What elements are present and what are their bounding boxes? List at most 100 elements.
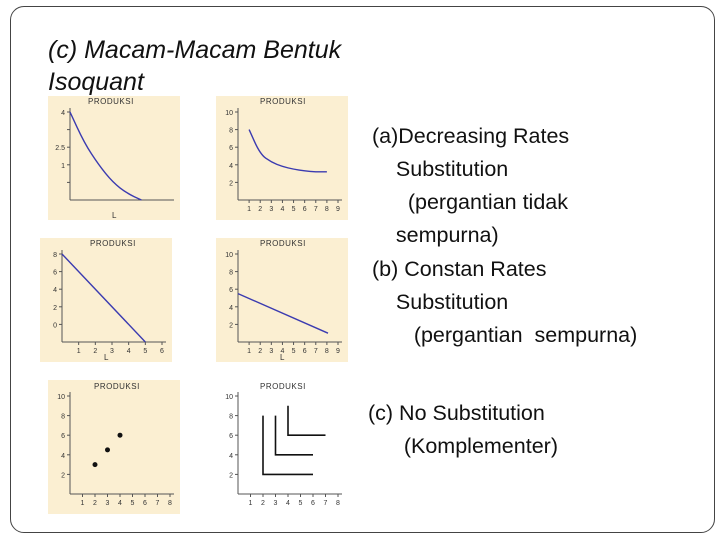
y-tick-label: 8 [229, 414, 233, 421]
chart-panel-constant: 1 2 3 4 5 6 8 6 4 2 0 L PRODUKSI [40, 238, 172, 362]
x-tick-label: 7 [156, 500, 160, 507]
x-tick-label: 1 [249, 500, 253, 507]
y-tick-label: 8 [229, 270, 233, 277]
description-b: (b) Constan Rates Substitution (perganti… [372, 253, 637, 352]
x-tick-label: 2 [258, 348, 262, 355]
y-tick-label: 10 [225, 110, 233, 117]
desc-b-line: (b) Constan Rates [372, 257, 547, 281]
x-tick-label: 1 [247, 348, 251, 355]
desc-a-line: (a)Decreasing Rates [372, 124, 570, 148]
x-tick-label: 5 [299, 500, 303, 507]
y-tick-label: 2 [229, 180, 233, 187]
isoquant-chart: 1 2 3 4 5 6 7 8 10 8 6 4 2 [225, 392, 342, 507]
x-tick-label: 6 [160, 348, 164, 355]
x-tick-label: 8 [336, 500, 340, 507]
x-tick-label: 8 [325, 348, 329, 355]
chart-panel-constant-2: 1 2 3 4 5 6 7 8 9 10 8 6 4 2 L PRODUKSI [216, 238, 348, 362]
chart-panel-complement: 1 2 3 4 5 6 7 8 10 8 6 4 2 PRODUKSI [216, 380, 348, 514]
y-tick-label: 0 [53, 322, 57, 329]
x-axis-label: L [280, 353, 285, 362]
chart-panel-decreasing-2: 1 2 3 4 5 6 7 8 9 10 8 6 4 2 PRODUKSI [216, 96, 348, 220]
y-tick-label: 1 [61, 163, 65, 170]
y-tick-label: 2 [61, 472, 65, 479]
data-point [105, 447, 110, 453]
y-tick-label: 10 [57, 394, 65, 401]
isoquant-line [248, 129, 327, 173]
y-tick-label: 4 [229, 305, 233, 312]
isoquant-line [274, 415, 313, 456]
x-tick-label: 5 [143, 348, 147, 355]
data-point [92, 462, 98, 468]
isoquant-chart: 4 2.5 1 L [55, 108, 174, 220]
desc-a-line: Substitution [372, 157, 509, 181]
y-tick-label: 6 [229, 287, 233, 294]
x-tick-label: 3 [269, 348, 273, 355]
y-tick-label: 4 [53, 287, 57, 294]
y-tick-label: 4 [229, 453, 233, 460]
x-tick-label: 6 [311, 500, 315, 507]
x-tick-label: 1 [81, 500, 85, 507]
chart-panel-points: 1 2 3 4 5 6 7 8 10 8 6 4 2 PRODUKSI [48, 380, 180, 514]
x-tick-label: 2 [93, 500, 97, 507]
x-tick-label: 6 [303, 206, 307, 213]
panel-label: PRODUKSI [260, 97, 306, 106]
x-tick-label: 5 [292, 348, 296, 355]
x-tick-label: 9 [336, 206, 340, 213]
x-tick-label: 3 [274, 500, 278, 507]
x-tick-label: 2 [261, 500, 265, 507]
x-tick-label: 8 [325, 206, 329, 213]
x-tick-label: 5 [131, 500, 135, 507]
panel-label: PRODUKSI [260, 239, 306, 248]
x-tick-label: 4 [118, 500, 122, 507]
isoquant-line [287, 405, 326, 436]
isoquant-line [69, 111, 142, 201]
panel-label: PRODUKSI [88, 97, 134, 106]
desc-c-line: (Komplementer) [368, 434, 558, 458]
x-tick-label: 8 [168, 500, 172, 507]
y-tick-label: 6 [229, 145, 233, 152]
x-tick-label: 6 [143, 500, 147, 507]
isoquant-line [262, 415, 313, 476]
y-tick-label: 2 [229, 322, 233, 329]
isoquant-line [237, 292, 329, 334]
x-tick-label: 2 [258, 206, 262, 213]
y-tick-label: 2 [53, 305, 57, 312]
desc-b-line: Substitution [372, 290, 509, 314]
x-tick-label: 3 [110, 348, 114, 355]
y-tick-label: 6 [53, 270, 57, 277]
description-c: (c) No Substitution (Komplementer) [368, 397, 558, 463]
y-tick-label: 10 [225, 394, 233, 401]
x-tick-label: 9 [336, 348, 340, 355]
x-tick-label: 4 [280, 348, 284, 355]
y-tick-label: 10 [225, 252, 233, 259]
x-tick-label: 1 [247, 206, 251, 213]
panel-label: PRODUKSI [94, 382, 140, 391]
x-tick-label: 4 [280, 206, 284, 213]
x-tick-label: 7 [314, 348, 318, 355]
y-tick-label: 2 [229, 472, 233, 479]
x-tick-label: 3 [269, 206, 273, 213]
x-axis-label: L [112, 211, 117, 220]
panel-label: PRODUKSI [90, 239, 136, 248]
desc-c-line: (c) No Substitution [368, 401, 545, 425]
y-tick-label: 6 [61, 433, 65, 440]
slide-title: (c) Macam-Macam Bentuk Isoquant [48, 36, 342, 96]
desc-a-line: sempurna) [372, 223, 499, 247]
desc-a-line: (pergantian tidak [372, 190, 568, 214]
y-tick-label: 6 [229, 433, 233, 440]
x-tick-label: 6 [303, 348, 307, 355]
y-tick-label: 8 [53, 252, 57, 259]
data-point [117, 432, 123, 438]
x-tick-label: 5 [292, 206, 296, 213]
y-tick-label: 4 [61, 453, 65, 460]
x-tick-label: 2 [93, 348, 97, 355]
x-tick-label: 4 [286, 500, 290, 507]
x-tick-label: 1 [77, 348, 81, 355]
isoquant-line [61, 253, 146, 343]
y-tick-label: 4 [61, 110, 65, 117]
x-axis-label: L [104, 353, 109, 362]
x-tick-label: 3 [106, 500, 110, 507]
x-tick-label: 7 [314, 206, 318, 213]
